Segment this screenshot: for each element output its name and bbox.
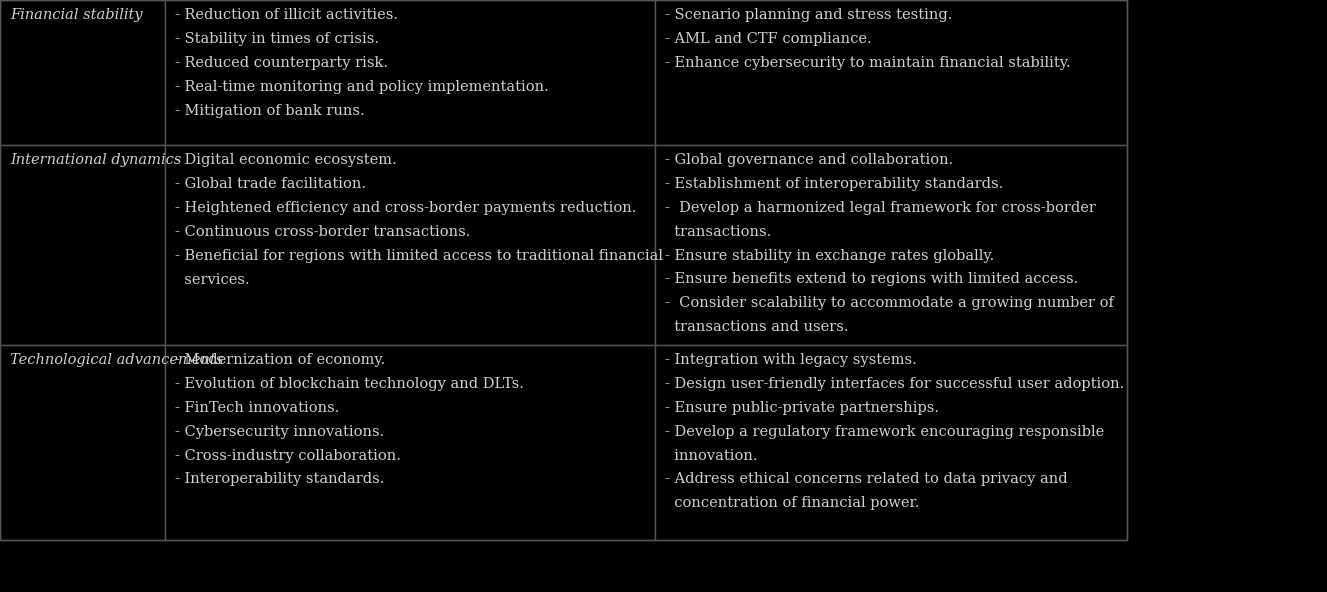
Bar [165, 345, 656, 540]
Text: International dynamics: International dynamics [11, 153, 182, 167]
Bar [0, 0, 165, 145]
Text: Technological advancements: Technological advancements [11, 353, 223, 367]
Bar [656, 345, 1127, 540]
Text: - Modernization of economy.
- Evolution of blockchain technology and DLTs.
- Fin: - Modernization of economy. - Evolution … [175, 353, 524, 487]
Text: Financial stability: Financial stability [11, 8, 142, 22]
Text: - Integration with legacy systems.
- Design user-friendly interfaces for success: - Integration with legacy systems. - Des… [665, 353, 1124, 510]
Text: - Reduction of illicit activities.
- Stability in times of crisis.
- Reduced cou: - Reduction of illicit activities. - Sta… [175, 8, 549, 118]
Text: - Global governance and collaboration.
- Establishment of interoperability stand: - Global governance and collaboration. -… [665, 153, 1113, 334]
Bar [0, 145, 165, 345]
Bar [656, 0, 1127, 145]
Text: - Scenario planning and stress testing.
- AML and CTF compliance.
- Enhance cybe: - Scenario planning and stress testing. … [665, 8, 1071, 70]
Bar [0, 0, 1127, 540]
Bar [165, 0, 656, 145]
Text: - Digital economic ecosystem.
- Global trade facilitation.
- Heightened efficien: - Digital economic ecosystem. - Global t… [175, 153, 664, 287]
Bar [656, 145, 1127, 345]
Bar [0, 345, 165, 540]
Bar [165, 145, 656, 345]
